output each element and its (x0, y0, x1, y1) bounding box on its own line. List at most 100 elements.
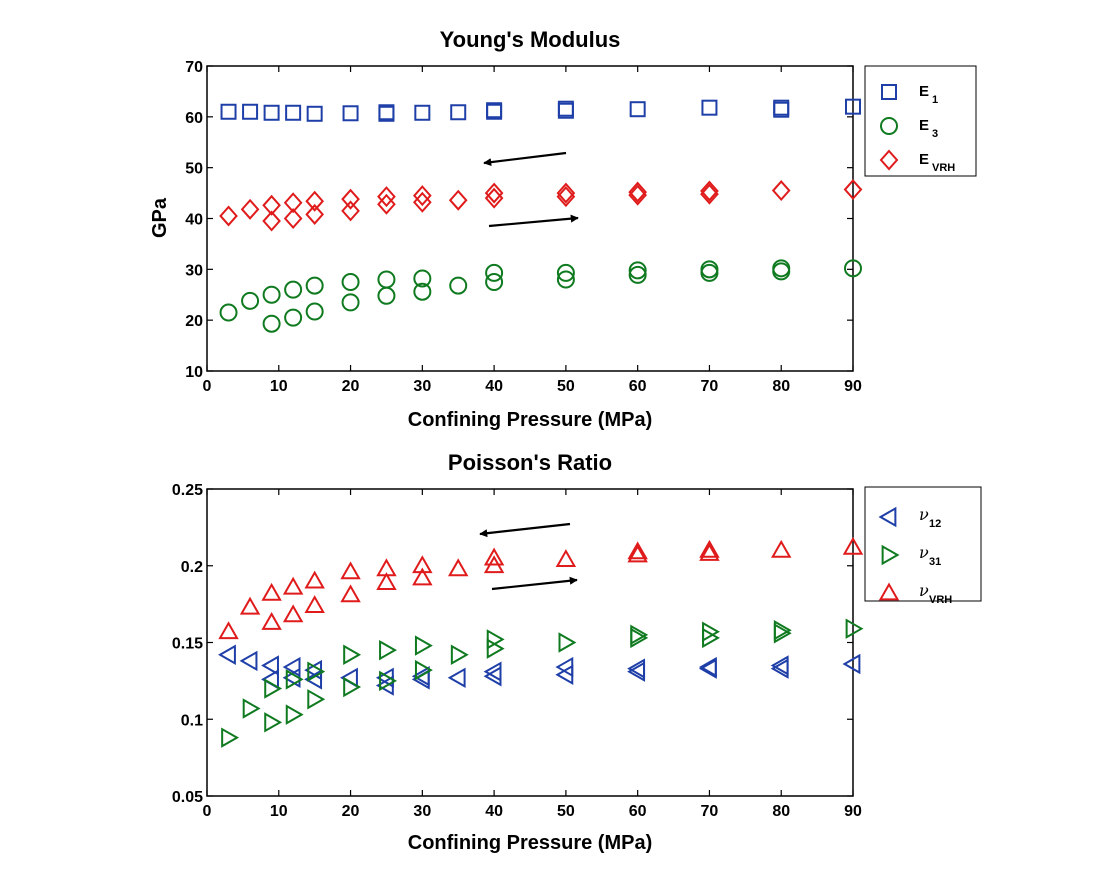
data-point (262, 285, 281, 304)
data-point (842, 653, 861, 675)
legend-marker (878, 582, 900, 601)
x-tick-label: 70 (701, 378, 719, 395)
legend-entries: ν 12ν 31ν VRH (878, 505, 952, 606)
data-point (378, 104, 395, 121)
data-point (377, 286, 396, 305)
data-point (379, 670, 397, 692)
legend: E 1E 3E VRH (864, 65, 977, 177)
data-point (558, 632, 577, 653)
data-point (484, 187, 504, 209)
data-point (262, 210, 281, 232)
x-tick-label: 30 (413, 378, 431, 395)
data-point (773, 623, 792, 644)
data-point (843, 179, 863, 201)
data-point (304, 570, 325, 589)
data-point (219, 205, 238, 227)
data-point (343, 644, 362, 666)
data-point (413, 269, 432, 288)
data-point (264, 678, 283, 699)
data-point (447, 667, 466, 689)
y-tick-label: 40 (185, 212, 203, 229)
y-tick-label: 0.2 (181, 559, 203, 576)
y-tick-label: 0.15 (172, 636, 203, 653)
data-point (414, 104, 431, 121)
data-point (412, 185, 432, 207)
x-tick-label: 40 (485, 803, 503, 820)
legend-label-subscript: 12 (929, 518, 941, 530)
data-point (450, 104, 467, 121)
data-point (220, 103, 237, 120)
data-point (630, 627, 649, 649)
data-point (377, 193, 396, 215)
data-point (221, 727, 240, 748)
data-point (242, 103, 259, 120)
x-tick-label: 40 (485, 378, 503, 395)
x-tick-label: 10 (270, 378, 288, 395)
data-marks (218, 536, 864, 748)
legend-marker (880, 117, 898, 135)
data-point (555, 549, 577, 567)
data-point (450, 644, 469, 666)
data-point (241, 291, 260, 310)
plot-area (206, 488, 854, 797)
data-point (699, 539, 720, 558)
x-tick-label: 80 (772, 803, 790, 820)
x-tick-label: 50 (557, 803, 575, 820)
data-point (219, 303, 238, 322)
data-point (414, 635, 433, 656)
legend-label: ν (919, 543, 929, 562)
data-point (264, 712, 283, 733)
legend-label: ν (919, 505, 929, 524)
data-point (485, 263, 504, 282)
legend-label: E (919, 117, 929, 134)
y-tick-label: 60 (185, 110, 203, 127)
y-tick-label: 70 (185, 59, 203, 76)
data-point (261, 582, 282, 601)
data-point (449, 276, 468, 295)
data-point (239, 596, 261, 615)
data-point (556, 263, 575, 282)
x-tick-label: 10 (270, 803, 288, 820)
data-point (305, 190, 325, 212)
data-point (306, 105, 323, 122)
legend-label-subscript: VRH (929, 594, 952, 606)
x-axis-label: Confining Pressure (MPa) (408, 832, 652, 854)
legend-label: ν (919, 581, 929, 600)
data-point (701, 99, 718, 116)
data-point (240, 198, 260, 220)
legend-entries: E 1E 3E VRH (879, 83, 955, 174)
data-point (218, 644, 236, 666)
data-point (239, 650, 258, 672)
poissons-ratio-panel: Poisson's Ratio 0 10 20 30 40 50 60 70 80 90 0.05… (172, 450, 982, 854)
data-point (555, 664, 574, 685)
data-point (376, 572, 397, 591)
data-point (412, 191, 432, 213)
x-tick-label: 90 (844, 378, 862, 395)
data-point (448, 189, 468, 211)
data-point (262, 194, 281, 216)
x-tick-label: 50 (557, 378, 575, 395)
data-point (772, 262, 791, 281)
legend-label-subscript: 3 (932, 128, 938, 140)
data-point (285, 669, 304, 690)
x-tick-label: 0 (203, 378, 212, 395)
legend-marker (879, 149, 899, 171)
chart-title: Poisson's Ratio (448, 450, 612, 475)
arrow-right (491, 576, 578, 591)
data-point (285, 704, 304, 725)
y-tick-label: 0.25 (172, 482, 203, 499)
data-point (218, 621, 239, 640)
data-point (341, 188, 360, 210)
y-tick-label: 20 (185, 313, 203, 330)
x-tick-label: 30 (413, 803, 431, 820)
data-point (341, 200, 360, 222)
data-point (379, 639, 397, 661)
data-point (304, 595, 325, 614)
y-tick-labels: 10 20 30 40 50 60 70 (185, 59, 203, 381)
x-tick-label: 90 (844, 803, 862, 820)
data-point (242, 698, 261, 719)
data-point (770, 539, 792, 558)
data-point (342, 105, 359, 122)
data-point (305, 203, 325, 225)
